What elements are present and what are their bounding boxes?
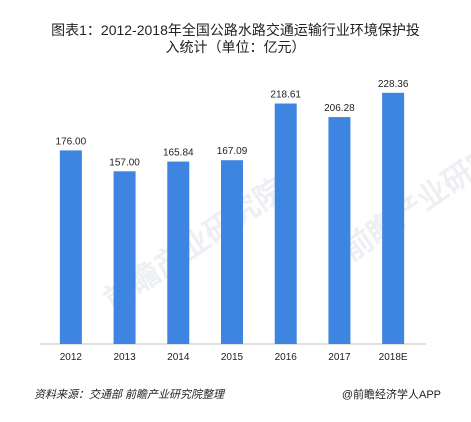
value-label-2016: 218.61 [270, 90, 301, 101]
bar-chart: 176.00 2012 157.00 2013 165.84 2014 167.09 2015… [40, 79, 426, 363]
chart-title-line-2: 入统计（单位：亿元） [165, 39, 306, 55]
x-tick-2013: 2013 [113, 352, 136, 363]
brand-credit: @前瞻经济学人APP [341, 389, 441, 401]
x-tick-2018E: 2018E [379, 352, 408, 363]
x-tick-2012: 2012 [60, 352, 83, 363]
value-label-2013: 157.00 [109, 157, 140, 168]
chart-title: 图表1：2012-2018年全国公路水路交通运输行业环境保护投 入统计（单位：亿… [0, 22, 471, 56]
bar-2017 [328, 117, 351, 344]
value-label-2012: 176.00 [56, 136, 87, 147]
bar-2016 [274, 103, 297, 345]
bar-2012 [59, 150, 82, 344]
value-label-2014: 165.84 [163, 148, 194, 159]
value-label-2018E: 228.36 [378, 79, 409, 90]
x-tick-2017: 2017 [328, 352, 351, 363]
bar-2015 [221, 160, 243, 344]
value-label-2015: 167.09 [217, 146, 248, 157]
bar-2014 [167, 161, 190, 344]
bar-2018E [382, 92, 405, 344]
bar-2013 [113, 171, 136, 344]
x-tick-2015: 2015 [221, 352, 244, 363]
x-tick-2016: 2016 [275, 352, 298, 363]
value-label-2017: 206.28 [324, 103, 355, 114]
source-note: 资料来源：交通部 前瞻产业研究院整理 [34, 389, 225, 401]
chart-title-line-1: 图表1：2012-2018年全国公路水路交通运输行业环境保护投 [51, 22, 420, 38]
x-tick-2014: 2014 [167, 352, 190, 363]
